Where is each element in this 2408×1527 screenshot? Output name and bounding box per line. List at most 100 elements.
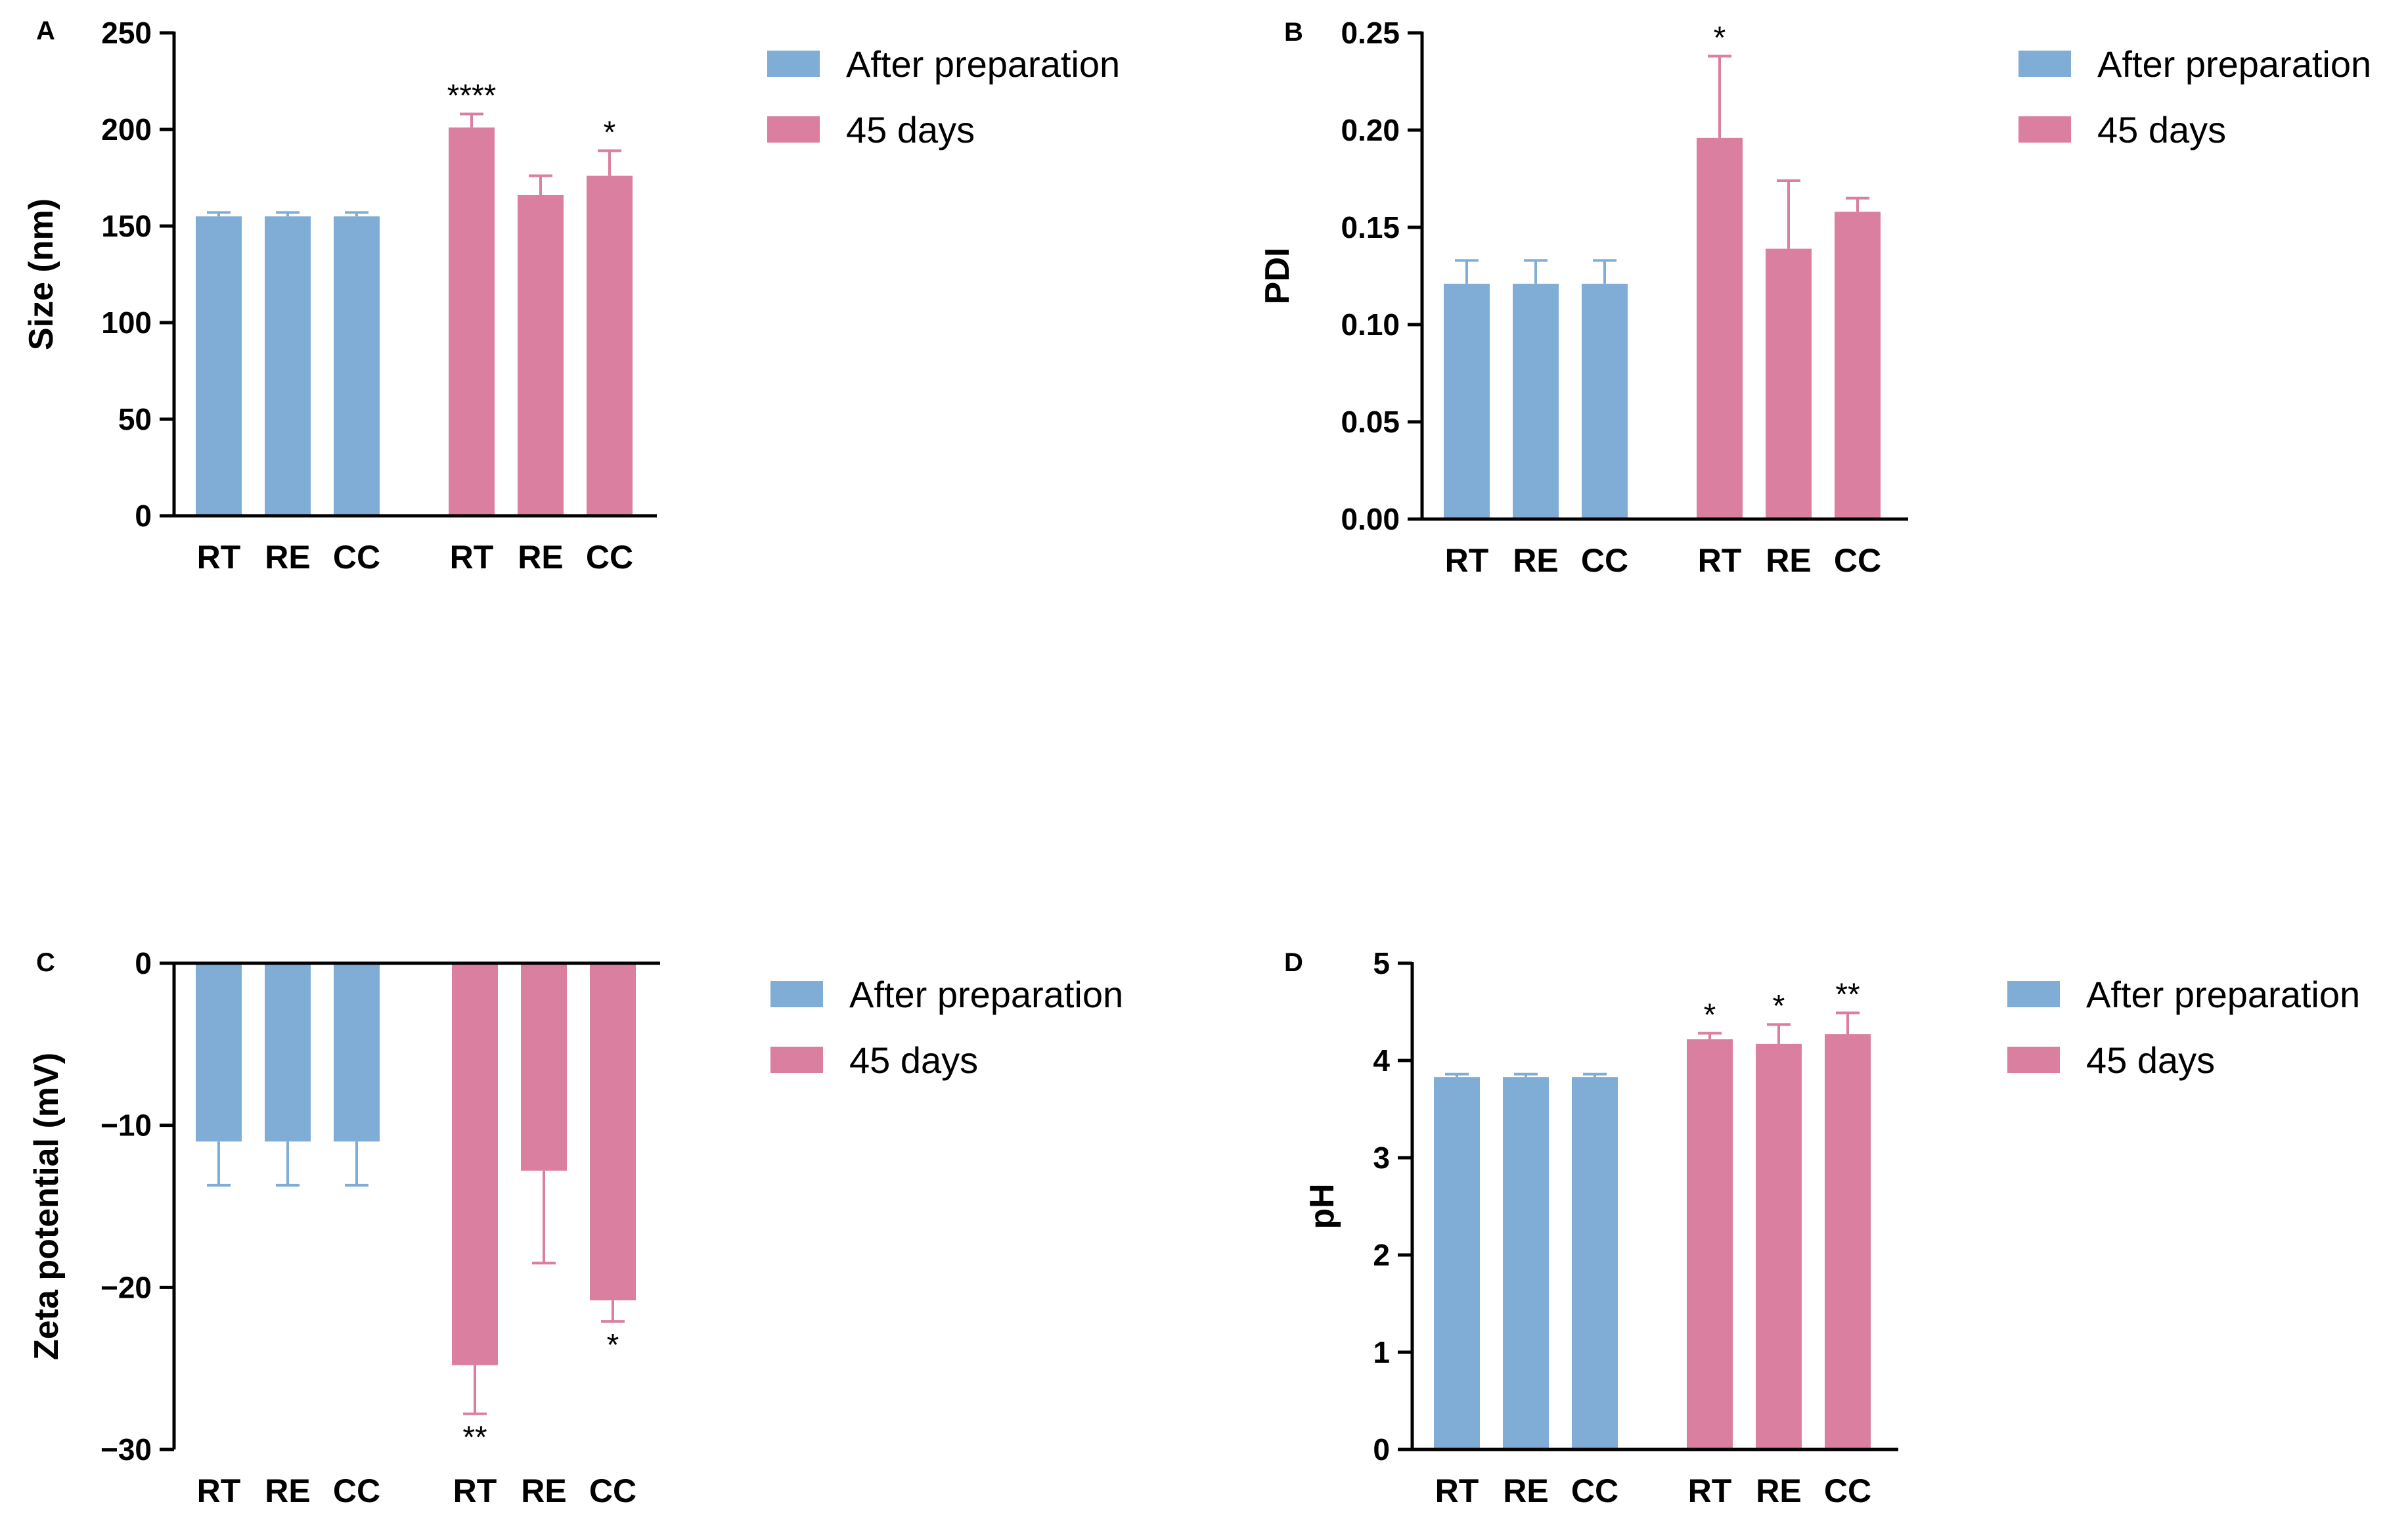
y-tick-label: 3	[1373, 1141, 1390, 1175]
legend-swatch	[767, 116, 820, 143]
significance-label: *	[1704, 998, 1716, 1033]
x-tick-label: CC	[1834, 542, 1881, 579]
x-tick-label: RT	[1698, 542, 1742, 579]
y-tick-label: 250	[101, 16, 152, 50]
y-tick-label: 0.20	[1341, 113, 1400, 147]
bar	[587, 175, 633, 516]
y-tick-label: 0.10	[1341, 308, 1400, 342]
y-tick-label: 0.25	[1341, 16, 1400, 50]
y-axis-title: PDI	[1259, 248, 1297, 305]
significance-label: *	[604, 115, 616, 150]
y-axis-title: pH	[1303, 1183, 1341, 1229]
bar	[1513, 283, 1559, 519]
x-tick-label: CC	[589, 1472, 636, 1509]
legend-label: After preparation	[849, 974, 1123, 1015]
legend-label: After preparation	[2097, 43, 2371, 85]
bar	[1503, 1077, 1549, 1449]
panel-label: A	[36, 16, 55, 45]
legend-swatch	[770, 981, 823, 1007]
legend-label: After preparation	[846, 43, 1120, 85]
x-tick-label: RE	[265, 1472, 310, 1509]
bar	[1434, 1077, 1480, 1449]
significance-label: *	[1773, 989, 1785, 1024]
x-tick-label: RT	[197, 539, 241, 576]
significance-label: **	[462, 1421, 487, 1455]
legend-swatch	[2007, 1047, 2060, 1073]
bar	[265, 963, 311, 1142]
bar	[334, 216, 380, 516]
y-tick-label: 2	[1373, 1238, 1390, 1272]
bar	[1582, 283, 1628, 519]
x-tick-label: RT	[1688, 1472, 1732, 1509]
x-tick-label: RT	[1435, 1472, 1479, 1509]
panel-label: B	[1284, 18, 1303, 47]
y-tick-label: 200	[101, 112, 152, 147]
bar	[196, 963, 242, 1142]
x-tick-label: RE	[1756, 1472, 1801, 1509]
legend-swatch	[2018, 116, 2071, 143]
bar	[452, 963, 498, 1365]
bar	[518, 194, 564, 516]
y-tick-label: 100	[101, 306, 152, 340]
bar	[1766, 248, 1812, 519]
x-tick-label: CC	[333, 1472, 380, 1509]
x-tick-label: RE	[1766, 542, 1811, 579]
x-tick-label: RE	[1513, 542, 1558, 579]
bar	[521, 963, 567, 1171]
y-tick-label: 4	[1373, 1043, 1390, 1078]
bar	[1687, 1039, 1733, 1449]
x-tick-label: RE	[1503, 1472, 1548, 1509]
bar	[1572, 1077, 1618, 1449]
x-tick-label: RT	[197, 1472, 241, 1509]
x-tick-label: RE	[521, 1472, 566, 1509]
x-tick-label: RE	[265, 539, 310, 576]
y-tick-label: 1	[1373, 1335, 1390, 1369]
y-tick-label: 50	[118, 402, 152, 436]
y-tick-label: −10	[100, 1108, 152, 1143]
bar	[449, 127, 495, 516]
bar	[334, 963, 380, 1142]
x-tick-label: CC	[1581, 542, 1628, 579]
bar	[1444, 283, 1490, 519]
x-tick-label: CC	[1571, 1472, 1618, 1509]
bar	[265, 216, 311, 516]
bar	[1835, 212, 1881, 519]
x-tick-label: RT	[450, 539, 494, 576]
y-tick-label: 0.15	[1341, 210, 1400, 244]
x-tick-label: CC	[586, 539, 633, 576]
y-axis-title: Zeta potential (mV)	[28, 1053, 66, 1360]
x-tick-label: CC	[1824, 1472, 1871, 1509]
legend-swatch	[767, 51, 820, 77]
significance-label: *	[1714, 21, 1726, 56]
y-tick-label: 0.00	[1341, 502, 1400, 536]
legend-label: 45 days	[2086, 1039, 2215, 1081]
y-tick-label: 5	[1373, 946, 1390, 980]
y-axis-title: Size (nm)	[22, 198, 60, 350]
significance-label: **	[1835, 977, 1860, 1012]
x-tick-label: RE	[518, 539, 563, 576]
legend-label: 45 days	[2097, 109, 2226, 150]
legend-label: After preparation	[2086, 974, 2360, 1015]
bar	[1825, 1034, 1871, 1449]
significance-label: ****	[447, 78, 497, 113]
bar	[196, 216, 242, 516]
x-tick-label: RT	[453, 1472, 497, 1509]
bar	[1756, 1043, 1802, 1449]
significance-label: *	[607, 1328, 619, 1363]
bar	[1697, 137, 1743, 520]
legend-swatch	[770, 1047, 823, 1073]
y-tick-label: 150	[101, 209, 152, 243]
x-tick-label: CC	[333, 539, 380, 576]
legend-swatch	[2007, 981, 2060, 1007]
legend-label: 45 days	[849, 1039, 978, 1081]
y-tick-label: −20	[100, 1270, 152, 1304]
chart-panel-b: B PDI 0.00 0.05 0.10 0.15 0.20 0.25 * RT RE CC RT RE C…	[1259, 16, 2371, 579]
bar	[590, 963, 636, 1301]
y-tick-label: −30	[100, 1432, 152, 1467]
panel-label: C	[36, 948, 55, 977]
legend-swatch	[2018, 51, 2071, 77]
